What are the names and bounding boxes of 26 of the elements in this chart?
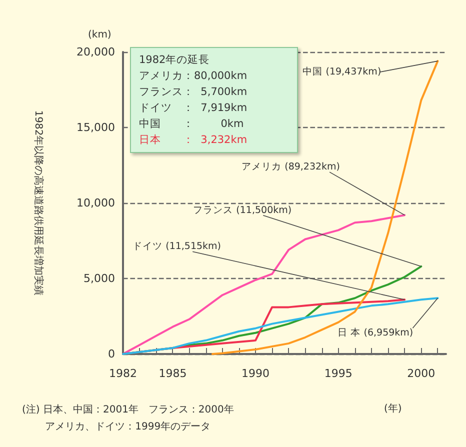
annotation: アメリカ (89,232km)	[242, 162, 340, 173]
annotation: 中国 (19,437km)	[302, 66, 382, 78]
x-tick-label: 2000	[407, 367, 436, 380]
annotation: ドイツ ： 7,919km	[139, 101, 248, 116]
x-tick-label: 1985	[158, 367, 187, 380]
text: アメリカ、ドイツ：1999年のデータ	[22, 420, 211, 432]
annotation: フランス： 5,700km	[139, 85, 248, 100]
y2-axis-title: (km)	[88, 30, 112, 40]
x-tick-label: 1982	[109, 367, 137, 380]
y-tick-label: 10,000	[76, 196, 115, 210]
y-axis-title: 1982年以降の高速道路供用延長増加実績	[32, 110, 44, 296]
y-tick-label: 5,000	[84, 272, 115, 285]
annotation: アメリカ：80,000km	[139, 69, 248, 84]
annotation: 1982年の延長	[139, 53, 211, 68]
annotation: 日 本 (6,959km)	[338, 326, 414, 339]
y-tick-label: 15,000	[76, 121, 115, 134]
x-tick-label: 1995	[324, 367, 352, 380]
text: (注) 日本、中国：2001年 フランス：2000年	[22, 404, 234, 416]
annotation: 中国 ： 0km	[139, 117, 245, 132]
y-tick-label: 20,000	[76, 46, 115, 58]
annotation: フランス (11,500km)	[193, 204, 292, 216]
annotation: 日本 ： 3,232km	[139, 133, 248, 148]
y-tick-label: 0	[108, 348, 115, 360]
annotation: ドイツ (11,515km)	[132, 241, 222, 252]
x-axis-title: (年)	[384, 402, 402, 414]
x-tick-label: 1990	[242, 367, 270, 380]
